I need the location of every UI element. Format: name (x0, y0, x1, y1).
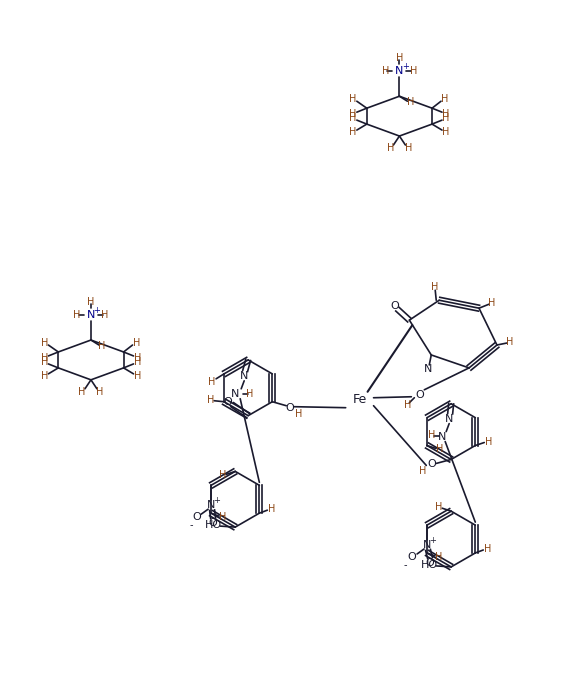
Text: H: H (488, 298, 495, 308)
Text: H: H (427, 430, 435, 439)
Text: H: H (96, 387, 104, 397)
Text: H: H (41, 357, 48, 367)
Text: O: O (408, 552, 417, 562)
Text: H: H (296, 409, 303, 419)
Text: H: H (101, 310, 109, 320)
Text: O: O (427, 459, 436, 469)
Text: H: H (267, 505, 275, 514)
Text: -: - (403, 560, 407, 570)
Text: N: N (87, 310, 95, 320)
Text: N: N (438, 432, 446, 441)
Text: H: H (441, 94, 449, 104)
Text: N: N (423, 540, 431, 550)
Text: +: + (93, 306, 100, 315)
Text: H: H (134, 353, 141, 363)
Text: H: H (435, 552, 443, 562)
Text: H: H (218, 471, 226, 480)
Text: H: H (431, 282, 438, 292)
Text: H: H (349, 127, 356, 137)
Text: N: N (424, 364, 432, 374)
Text: -: - (189, 520, 193, 530)
Text: H: H (382, 67, 389, 76)
Text: H: H (410, 67, 417, 76)
Text: H: H (98, 341, 106, 351)
Text: O: O (223, 396, 231, 407)
Text: H: H (78, 387, 86, 397)
Text: H: H (396, 53, 403, 64)
Text: H: H (443, 113, 450, 123)
Text: H: H (220, 512, 227, 522)
Text: H: H (247, 389, 254, 398)
Text: N: N (231, 389, 239, 398)
Text: H: H (349, 109, 356, 119)
Text: H: H (436, 444, 444, 455)
Text: O: O (426, 558, 435, 568)
Text: O: O (415, 389, 424, 400)
Text: N: N (395, 67, 404, 76)
Text: H: H (134, 371, 141, 381)
Text: H: H (405, 143, 412, 153)
Text: H: H (133, 338, 140, 348)
Text: O: O (193, 512, 202, 522)
Text: H: H (435, 502, 442, 512)
Text: H: H (443, 109, 450, 119)
Text: H: H (349, 94, 356, 104)
Text: H: H (419, 466, 426, 476)
Text: H: H (443, 127, 450, 137)
Text: N: N (240, 371, 248, 381)
Text: HO: HO (421, 560, 438, 570)
Text: O: O (209, 518, 217, 528)
Text: H: H (134, 357, 141, 367)
Text: H: H (406, 97, 414, 107)
Text: N: N (445, 414, 453, 423)
Text: O: O (286, 403, 294, 413)
Text: O: O (390, 301, 399, 311)
Text: H: H (41, 371, 48, 381)
Text: +: + (430, 536, 436, 545)
Text: H: H (484, 544, 491, 554)
Text: +: + (402, 62, 409, 71)
Text: H: H (387, 143, 394, 153)
Text: HO: HO (205, 520, 222, 530)
Text: +: + (213, 495, 221, 505)
Text: H: H (207, 395, 215, 405)
Text: N: N (207, 500, 215, 510)
Text: H: H (73, 310, 81, 320)
Text: H: H (87, 297, 95, 307)
Text: Fe: Fe (352, 393, 367, 406)
Text: H: H (41, 338, 48, 348)
Text: H: H (506, 337, 513, 347)
Text: H: H (208, 377, 216, 387)
Text: H: H (41, 353, 48, 363)
Text: H: H (349, 113, 356, 123)
Text: H: H (404, 400, 411, 410)
Text: H: H (485, 437, 492, 446)
